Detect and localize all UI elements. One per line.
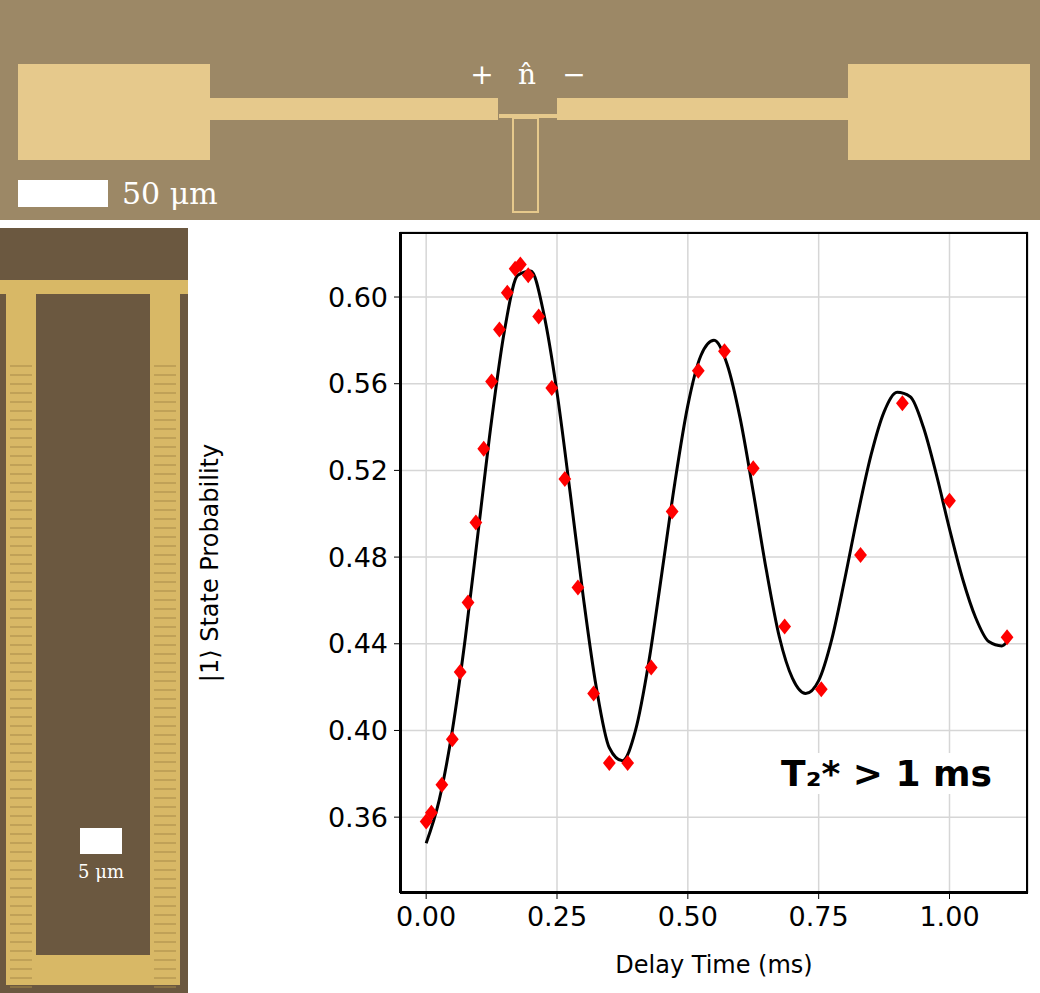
- svg-text:0.44: 0.44: [328, 628, 388, 659]
- svg-text:0.40: 0.40: [328, 715, 388, 746]
- svg-text:50 μm: 50 μm: [122, 176, 218, 211]
- svg-text:0.56: 0.56: [328, 368, 388, 399]
- svg-text:n̂: n̂: [518, 58, 536, 91]
- svg-text:+: +: [470, 58, 493, 91]
- svg-text:−: −: [562, 58, 585, 91]
- svg-text:0.36: 0.36: [328, 802, 388, 833]
- svg-text:0.60: 0.60: [328, 282, 388, 313]
- svg-text:0.52: 0.52: [328, 455, 388, 486]
- svg-text:5 μm: 5 μm: [78, 861, 124, 882]
- html-text:Delay Time (ms): Delay Time (ms): [615, 951, 813, 979]
- html-text:|1⟩ State Probability: |1⟩ State Probability: [196, 443, 224, 682]
- svg-text:1.00: 1.00: [919, 901, 979, 932]
- svg-text:0.48: 0.48: [328, 542, 388, 573]
- svg-text:0.50: 0.50: [658, 901, 718, 932]
- html-text:T₂* > 1 ms: T₂* > 1 ms: [781, 753, 992, 794]
- svg-text:0.75: 0.75: [789, 901, 849, 932]
- svg-text:0.25: 0.25: [527, 901, 587, 932]
- svg-text:0.00: 0.00: [396, 901, 456, 932]
